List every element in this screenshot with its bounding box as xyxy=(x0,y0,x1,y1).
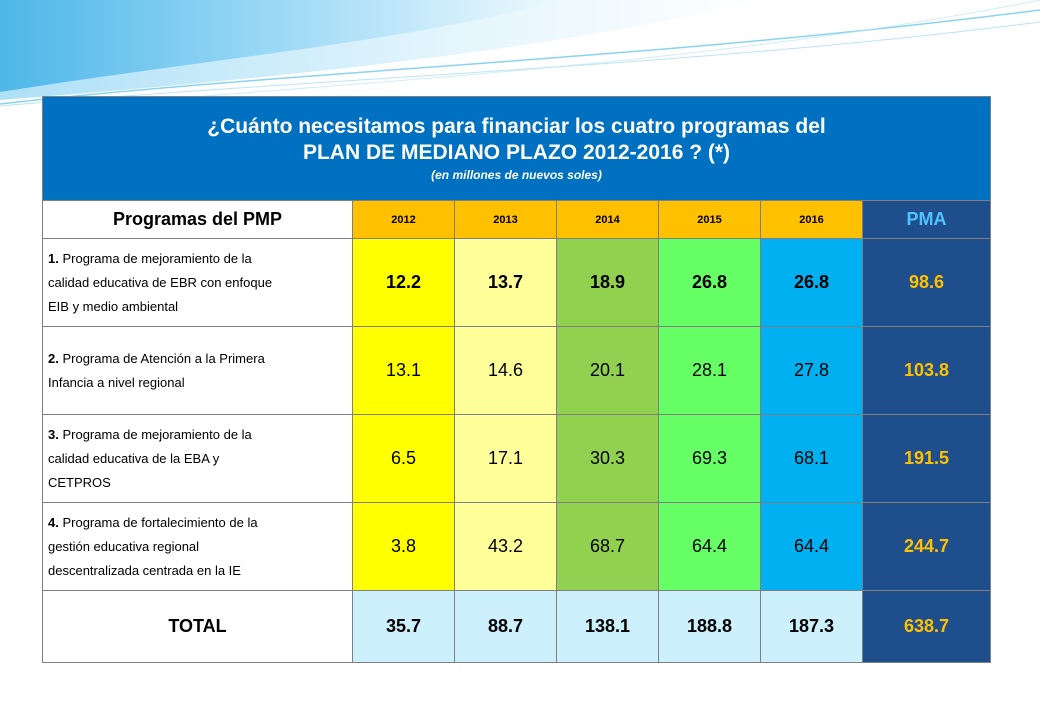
table-row: 2. Programa de Atención a la Primera Inf… xyxy=(42,326,992,415)
program-cell: 2. Programa de Atención a la Primera Inf… xyxy=(42,326,353,415)
pma-cell: 98.6 xyxy=(861,238,992,327)
program-line: CETPROS xyxy=(48,474,111,490)
total-value-cell: 35.7 xyxy=(352,590,455,663)
value-cell: 18.9 xyxy=(556,238,659,327)
table-subtitle: (en millones de nuevos soles) xyxy=(431,167,602,182)
header-pma: PMA xyxy=(861,200,992,239)
value-cell: 43.2 xyxy=(454,502,557,591)
program-line: descentralizada centrada en la IE xyxy=(48,562,241,578)
value-cell: 68.1 xyxy=(760,414,863,503)
program-number: 3. xyxy=(48,426,59,442)
table-row: 4. Programa de fortalecimiento de la ges… xyxy=(42,502,992,591)
program-cell: 4. Programa de fortalecimiento de la ges… xyxy=(42,502,353,591)
value-cell: 6.5 xyxy=(352,414,455,503)
pma-cell: 103.8 xyxy=(861,326,992,415)
value-cell: 26.8 xyxy=(658,238,761,327)
total-value-cell: 187.3 xyxy=(760,590,863,663)
header-year: 2016 xyxy=(760,200,863,239)
program-line: gestión educativa regional xyxy=(48,538,200,554)
value-cell: 68.7 xyxy=(556,502,659,591)
header-year: 2012 xyxy=(352,200,455,239)
total-label: TOTAL xyxy=(42,590,353,663)
value-cell: 28.1 xyxy=(658,326,761,415)
table-title-cell: ¿Cuánto necesitamos para financiar los c… xyxy=(41,96,992,201)
value-cell: 13.1 xyxy=(352,326,455,415)
table-row: 1. Programa de mejoramiento de la calida… xyxy=(42,238,992,327)
budget-table: ¿Cuánto necesitamos para financiar los c… xyxy=(41,96,992,663)
value-cell: 30.3 xyxy=(556,414,659,503)
total-value-cell: 88.7 xyxy=(454,590,557,663)
total-pma-cell: 638.7 xyxy=(861,590,992,663)
pma-cell: 191.5 xyxy=(861,414,992,503)
program-number: 4. xyxy=(48,514,59,530)
program-cell: 1. Programa de mejoramiento de la calida… xyxy=(42,238,353,327)
program-number: 1. xyxy=(48,250,59,266)
program-number: 2. xyxy=(48,350,59,366)
header-year: 2013 xyxy=(454,200,557,239)
program-line: EIB y medio ambiental xyxy=(48,298,179,314)
value-cell: 3.8 xyxy=(352,502,455,591)
total-value-cell: 188.8 xyxy=(658,590,761,663)
table-title-line1: ¿Cuánto necesitamos para financiar los c… xyxy=(207,114,826,138)
program-line: Programa de mejoramiento de la xyxy=(62,426,252,442)
value-cell: 64.4 xyxy=(658,502,761,591)
decorative-wave-banner xyxy=(0,0,1040,109)
table-row: 3. Programa de mejoramiento de la calida… xyxy=(42,414,992,503)
program-line: Programa de fortalecimiento de la xyxy=(62,514,258,530)
program-line: calidad educativa de EBR con enfoque xyxy=(48,274,273,290)
value-cell: 20.1 xyxy=(556,326,659,415)
total-value-cell: 138.1 xyxy=(556,590,659,663)
value-cell: 64.4 xyxy=(760,502,863,591)
value-cell: 27.8 xyxy=(760,326,863,415)
table-title-line2: PLAN DE MEDIANO PLAZO 2012-2016 ? (*) xyxy=(302,140,731,164)
value-cell: 13.7 xyxy=(454,238,557,327)
value-cell: 14.6 xyxy=(454,326,557,415)
header-year: 2014 xyxy=(556,200,659,239)
value-cell: 69.3 xyxy=(658,414,761,503)
pma-cell: 244.7 xyxy=(861,502,992,591)
program-line: Programa de Atención a la Primera xyxy=(62,350,265,366)
header-year: 2015 xyxy=(658,200,761,239)
header-programs: Programas del PMP xyxy=(42,200,353,239)
value-cell: 26.8 xyxy=(760,238,863,327)
value-cell: 17.1 xyxy=(454,414,557,503)
program-cell: 3. Programa de mejoramiento de la calida… xyxy=(42,414,353,503)
program-line: calidad educativa de la EBA y xyxy=(48,450,220,466)
value-cell: 12.2 xyxy=(352,238,455,327)
total-row: TOTAL 35.7 88.7 138.1 188.8 187.3 638.7 xyxy=(42,590,992,663)
program-line: Programa de mejoramiento de la xyxy=(62,250,252,266)
program-line: Infancia a nivel regional xyxy=(48,374,185,390)
